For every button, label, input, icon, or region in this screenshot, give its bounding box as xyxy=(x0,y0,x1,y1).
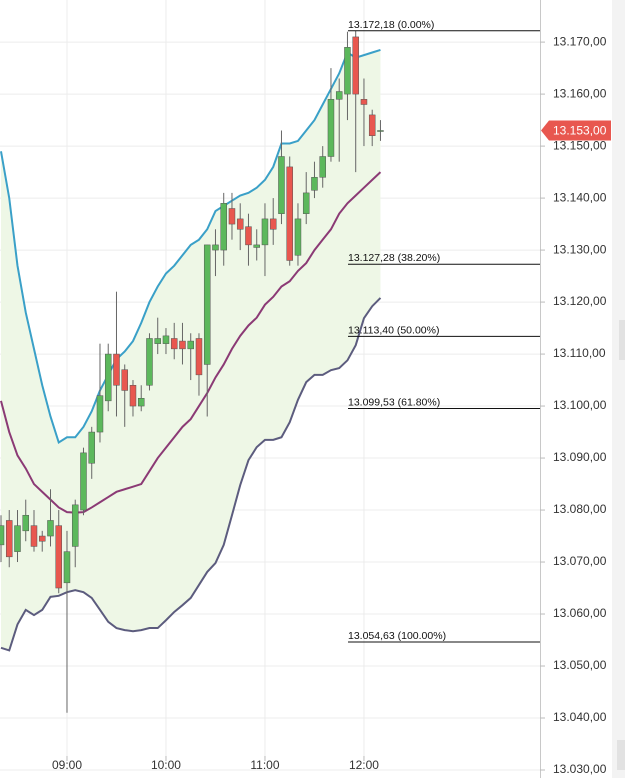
band-line xyxy=(0,48,381,444)
y-tick-label: 13.100,00 xyxy=(553,398,607,412)
y-tick-label: 13.040,00 xyxy=(553,710,607,724)
candle-body xyxy=(360,99,368,105)
x-tick-label: 11:00 xyxy=(250,758,279,772)
candle-body xyxy=(220,203,227,251)
candle-body xyxy=(203,244,211,365)
candle-body xyxy=(162,335,170,344)
x-tick-label: 10:00 xyxy=(151,758,181,772)
y-tick-label: 13.120,00 xyxy=(553,294,607,308)
candle-body xyxy=(14,525,21,552)
candle-body xyxy=(47,520,54,537)
y-tick-label: 13.170,00 xyxy=(553,34,607,48)
x-tick-label: 12:00 xyxy=(349,758,379,772)
candle-body xyxy=(368,114,376,136)
y-tick-label: 13.050,00 xyxy=(553,658,607,672)
candle-body xyxy=(5,520,13,558)
candle-body xyxy=(129,385,137,407)
y-tick-label: 13.110,00 xyxy=(553,346,606,360)
candle-body xyxy=(113,353,120,386)
candle-body xyxy=(137,398,145,407)
candle-body xyxy=(352,36,359,95)
candle-body xyxy=(302,192,310,214)
band-line xyxy=(0,171,382,514)
band-line xyxy=(0,297,382,652)
side-handle xyxy=(619,320,625,360)
y-tick-label: 13.150,00 xyxy=(553,138,607,152)
candle-body xyxy=(0,525,5,546)
y-tick-label: 13.130,00 xyxy=(553,242,607,256)
candle-body xyxy=(22,514,29,532)
candle-body xyxy=(377,130,384,132)
candle-body xyxy=(63,551,71,584)
candle-body xyxy=(228,208,236,225)
candle-body xyxy=(311,177,318,191)
axes: 13.030,00 13.040,00 13.050,00 13.060,00 13.0… xyxy=(52,34,611,776)
candle-body xyxy=(104,353,112,402)
y-tick-label: 13.030,00 xyxy=(553,762,607,776)
candle-body xyxy=(269,218,277,230)
last-price-label: 13.153,00 xyxy=(553,124,607,138)
candle-body xyxy=(335,91,343,100)
candle-body xyxy=(278,156,285,214)
y-tick-label: 13.090,00 xyxy=(553,450,607,464)
y-tick-label: 13.070,00 xyxy=(553,554,607,568)
fib-label: 13.113,40 (50.00%) xyxy=(348,324,439,336)
candle-body xyxy=(286,166,293,261)
candle-body xyxy=(294,218,302,256)
candle-body xyxy=(146,338,153,386)
candle-body xyxy=(88,431,95,464)
candle-body xyxy=(71,504,79,547)
candle-body xyxy=(96,395,104,433)
candle-body xyxy=(38,535,46,542)
candle-body xyxy=(195,338,203,376)
candle-body xyxy=(236,218,244,230)
candle-body xyxy=(55,525,62,589)
candle-body xyxy=(187,340,194,350)
side-handle xyxy=(617,740,625,770)
fib-label: 13.054,63 (100.00%) xyxy=(348,630,446,642)
y-tick-label: 13.160,00 xyxy=(553,86,607,100)
candle-body xyxy=(212,244,219,251)
candle-body xyxy=(261,218,269,246)
candle-body xyxy=(121,369,128,391)
last-price-tag xyxy=(541,120,611,141)
candle-body xyxy=(327,99,335,157)
y-tick-label: 13.080,00 xyxy=(553,502,607,516)
fib-label: 13.172,18 (0.00%) xyxy=(348,19,434,31)
fib-label: 13.099,53 (61.80%) xyxy=(348,397,440,409)
candle-body xyxy=(344,47,351,95)
candles xyxy=(0,30,384,713)
candle-body xyxy=(253,244,260,248)
fib-label: 13.127,28 (38.20%) xyxy=(348,252,440,264)
candle-body xyxy=(30,525,38,547)
candle-body xyxy=(80,452,87,511)
side-panel xyxy=(612,0,625,778)
y-tick-label: 13.140,00 xyxy=(553,190,607,204)
candle-body xyxy=(170,338,178,350)
candle-body xyxy=(179,340,186,350)
fibonacci: 13.172,18 (0.00%) 13.127,28 (38.20%) 13.11… xyxy=(348,19,540,643)
y-tick-label: 13.060,00 xyxy=(553,606,607,620)
candle-body xyxy=(245,226,252,246)
candle-body xyxy=(154,338,161,344)
x-tick-label: 09:00 xyxy=(52,758,82,772)
candle-body xyxy=(319,156,326,178)
